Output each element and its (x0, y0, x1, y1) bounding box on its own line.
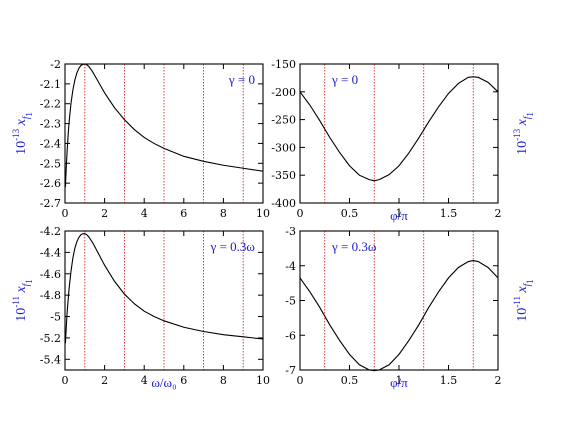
x-axis-label: ω/ω₀ (151, 375, 176, 390)
y-tick-label: -350 (271, 169, 296, 182)
y-tick-label: -2.4 (40, 137, 61, 150)
x-tick-label: 1.5 (440, 374, 458, 387)
x-tick-label: 10 (256, 374, 270, 387)
y-tick-label: -2 (50, 58, 61, 71)
y-axis-label: 10-11 xf1 (512, 279, 535, 321)
y-tick-label: -2.1 (40, 78, 61, 91)
x-tick-label: 0 (297, 374, 304, 387)
y-tick-label: -300 (271, 141, 296, 154)
x-axis-label: φ/π (390, 375, 408, 390)
gamma-annotation: γ = 0 (228, 72, 255, 87)
y-tick-label: -5 (50, 311, 61, 324)
x-tick-label: 2 (495, 374, 502, 387)
y-tick-label: -2.3 (40, 118, 61, 131)
x-tick-label: 4 (141, 374, 148, 387)
plot-frame (64, 63, 264, 204)
x-tick-label: 0.5 (341, 374, 359, 387)
x-tick-label: 6 (180, 207, 187, 220)
y-tick-label: -150 (271, 58, 296, 71)
x-tick-label: 8 (220, 207, 227, 220)
y-tick-label: -4.6 (40, 268, 61, 281)
y-tick-label: -2.6 (40, 177, 61, 190)
chart-panel-top-left: 0 2 4 6 8 10 -2.7 -2.6 -2.5 -2.4 -2.3 -2.2 -2.1 -2 γ =… (11, 58, 270, 220)
y-tick-label: -2.7 (40, 197, 61, 210)
gamma-annotation: γ = 0.3ω (210, 239, 256, 254)
x-tick-label: 2 (101, 207, 108, 220)
y-tick-label: -7 (285, 364, 296, 377)
y-tick-label: -6 (285, 329, 296, 342)
y-tick-label: -200 (271, 86, 296, 99)
x-tick-label: 0.5 (341, 207, 359, 220)
x-tick-label: 4 (141, 207, 148, 220)
chart-panel-top-right: 0 0.5 1 1.5 2 -400 -350 -300 -250 -200 -150 γ = 0 φ/… (271, 58, 535, 223)
plot-frame (299, 230, 499, 371)
y-tick-label: -4 (285, 260, 296, 273)
gamma-annotation: γ = 0 (331, 72, 358, 87)
series-line (299, 76, 499, 182)
x-tick-label: 1 (396, 207, 403, 220)
y-tick-label: -2.2 (40, 98, 61, 111)
series-line (64, 233, 264, 344)
plot-frame (64, 230, 264, 371)
y-axis-label: 10-13 xf1 (512, 112, 535, 155)
chart-panel-bottom-left: 0 2 4 6 8 10 -5.4 -5.2 -5 -4.8 -4.6 -4.4 -4.2 γ = 0.3… (11, 225, 270, 390)
x-tick-label: 10 (256, 207, 270, 220)
x-tick-label: 1 (396, 374, 403, 387)
x-tick-label: 8 (220, 374, 227, 387)
y-tick-label: -400 (271, 197, 296, 210)
x-tick-label: 6 (180, 374, 187, 387)
x-tick-label: 2 (495, 207, 502, 220)
y-axis-label: 10-11 xf1 (11, 279, 34, 321)
chart-panel-bottom-right: 0 0.5 1 1.5 2 -7 -6 -5 -4 -3 γ = 0.3ω φ/π 10-11 xf1 (285, 225, 535, 390)
y-tick-label: -4.8 (40, 289, 61, 302)
series-line (299, 259, 499, 372)
x-tick-label: 0 (62, 207, 69, 220)
plot-frame (299, 63, 499, 204)
y-tick-label: -5.4 (40, 353, 61, 366)
y-axis-label: 10-13 xf1 (11, 112, 34, 155)
y-tick-label: -3 (285, 225, 296, 238)
y-tick-label: -4.2 (40, 225, 61, 238)
x-axis-label: φ/π (390, 208, 408, 223)
y-tick-label: -2.5 (40, 157, 61, 170)
y-tick-label: -5.2 (40, 332, 61, 345)
y-tick-label: -4.4 (40, 246, 61, 259)
gamma-annotation: γ = 0.3ω (331, 239, 377, 254)
x-tick-label: 1.5 (440, 207, 458, 220)
x-tick-label: 2 (101, 374, 108, 387)
x-tick-label: 0 (297, 207, 304, 220)
y-tick-label: -250 (271, 114, 296, 127)
series-line (64, 63, 264, 188)
y-tick-label: -5 (285, 295, 296, 308)
x-tick-label: 0 (62, 374, 69, 387)
